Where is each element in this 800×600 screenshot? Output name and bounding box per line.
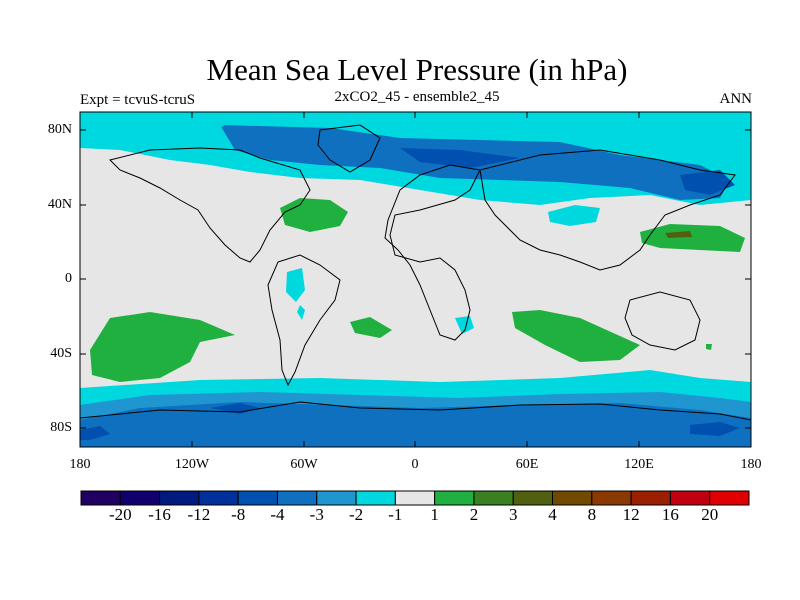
- arctic-cyan-patch: [80, 112, 230, 150]
- colorbar-label: -4: [270, 505, 285, 524]
- greenland-coast: [317, 124, 381, 173]
- colorbar-label: -12: [187, 505, 211, 524]
- asia-coast: [479, 149, 736, 271]
- pacific-green-region: [640, 224, 745, 252]
- lat-label-80s: 80S: [50, 420, 72, 435]
- amazon-cyan-patch: [286, 268, 305, 302]
- season-label: ANN: [719, 91, 753, 107]
- colorbar-label: -8: [231, 505, 246, 524]
- coastlines: [80, 124, 751, 421]
- experiment-label: Expt = tcvuS-tcruS: [80, 92, 196, 108]
- north-america-coast: [109, 147, 311, 263]
- colorbar-label: 4: [548, 505, 557, 524]
- colorbar-label: 1: [430, 505, 439, 524]
- lon-label-180e: 180: [740, 457, 762, 472]
- map-fill-layer: [80, 112, 751, 447]
- colorbar-label: -16: [148, 505, 171, 524]
- lat-label-80n: 80N: [47, 122, 72, 137]
- lon-label-120w: 120W: [174, 457, 210, 472]
- lon-label-60w: 60W: [290, 457, 318, 472]
- indian-ocean-green-region: [512, 310, 640, 362]
- tasman-green-patch: [706, 344, 712, 350]
- lat-label-40s: 40S: [50, 346, 72, 361]
- south-atlantic-green-region: [350, 317, 392, 338]
- colorbar-label: 20: [701, 505, 719, 524]
- colorbar-label: 12: [622, 505, 640, 524]
- lon-ticks: [191, 112, 640, 447]
- antarctica-coast: [80, 401, 751, 421]
- asia-cyan-patch: [548, 205, 600, 226]
- south-pacific-green-region: [90, 312, 235, 382]
- lat-label-40n: 40N: [47, 197, 72, 212]
- map-title: Mean Sea Level Pressure (in hPa): [206, 52, 628, 87]
- australia-coast: [624, 291, 701, 351]
- southern-deep-blue-patch-2: [80, 426, 110, 440]
- colorbar-label: 16: [661, 505, 679, 524]
- colorbar-label: -2: [348, 505, 364, 524]
- lon-label-60e: 60E: [515, 457, 539, 472]
- colorbar-label: -1: [388, 505, 403, 524]
- pacific-olive-patch: [665, 231, 692, 238]
- lat-ticks: [80, 129, 751, 429]
- brazil-cyan-patch: [297, 305, 305, 320]
- arctic-deep-blue-region: [400, 148, 520, 168]
- ensemble-label: 2xCO2_45 - ensemble2_45: [334, 89, 500, 105]
- africa-cyan-patch: [455, 316, 474, 334]
- colorbar-label: -3: [309, 505, 324, 524]
- lon-label-0: 0: [411, 457, 419, 472]
- europe-africa-coast: [384, 164, 481, 341]
- southern-deep-blue-patch-3: [690, 422, 740, 436]
- lon-label-120e: 120E: [624, 457, 654, 472]
- southern-blue-band: [80, 402, 751, 447]
- south-america-coast: [267, 254, 341, 387]
- lon-label-180w: 180: [69, 457, 91, 472]
- colorbar-label: -20: [108, 505, 132, 524]
- colorbar-label: 2: [469, 505, 479, 524]
- colorbar-label: 3: [508, 505, 518, 524]
- siberia-deep-blue-region: [680, 170, 735, 195]
- lat-label-0: 0: [65, 271, 72, 286]
- colorbar-label: 8: [587, 505, 597, 524]
